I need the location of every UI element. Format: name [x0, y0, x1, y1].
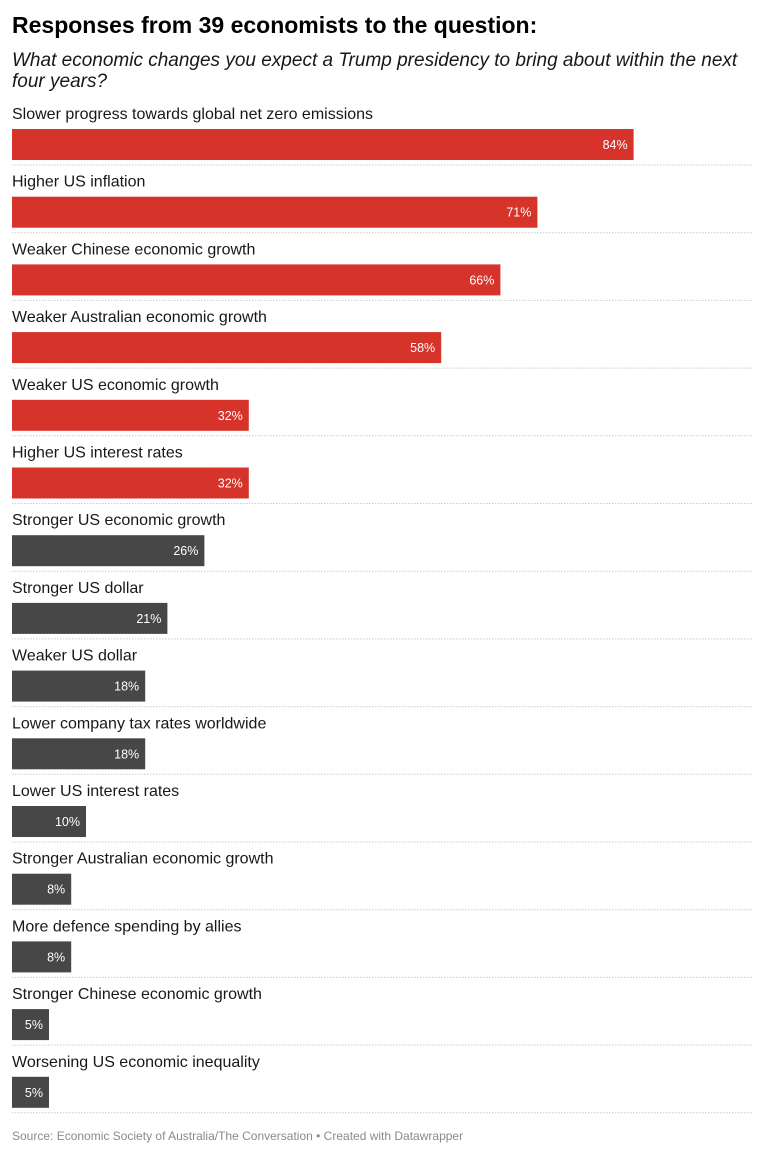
bar — [12, 1076, 49, 1108]
bar — [12, 602, 168, 634]
category-label: Weaker Chinese economic growth — [12, 241, 255, 258]
bar — [12, 738, 146, 770]
bar-row: Higher US inflation 71% — [12, 174, 752, 234]
bar-row: Stronger Chinese economic growth 5% — [12, 986, 752, 1046]
value-label: 32% — [218, 477, 243, 491]
bar — [12, 129, 634, 160]
category-label: More defence spending by allies — [12, 918, 241, 935]
value-label: 8% — [47, 883, 65, 897]
bar-row: Stronger Australian economic growth 8% — [12, 851, 752, 911]
bar-row: Weaker US economic growth 32% — [12, 377, 752, 437]
bar-chart: Slower progress towards global net zero … — [12, 106, 752, 1114]
value-label: 18% — [114, 680, 139, 694]
category-label: Weaker US economic growth — [12, 377, 219, 394]
chart-subtitle: What economic changes you expect a Trump… — [12, 50, 738, 92]
bar — [12, 873, 72, 905]
bar-row: More defence spending by allies 8% — [12, 918, 752, 978]
value-label: 5% — [25, 1086, 43, 1100]
bar — [12, 399, 249, 431]
category-label: Weaker Australian economic growth — [12, 309, 267, 326]
value-label: 18% — [114, 747, 139, 761]
category-label: Weaker US dollar — [12, 648, 138, 665]
category-label: Higher US interest rates — [12, 445, 183, 462]
value-label: 10% — [55, 815, 80, 829]
source-note: Source: Economic Society of Australia/Th… — [12, 1129, 464, 1143]
value-label: 58% — [410, 341, 435, 355]
category-label: Higher US inflation — [12, 174, 145, 191]
bar-row: Lower US interest rates 10% — [12, 783, 752, 843]
bar — [12, 467, 249, 499]
bar-row: Slower progress towards global net zero … — [12, 106, 752, 166]
value-label: 71% — [506, 206, 531, 220]
value-label: 84% — [603, 138, 628, 152]
bar — [12, 264, 501, 296]
category-label: Lower company tax rates worldwide — [12, 715, 266, 732]
bar — [12, 941, 72, 973]
value-label: 8% — [47, 950, 65, 964]
bar — [12, 535, 205, 567]
bar — [12, 670, 146, 702]
bar-row: Weaker Chinese economic growth 66% — [12, 241, 752, 301]
bar — [12, 1009, 49, 1041]
category-label: Stronger Australian economic growth — [12, 851, 273, 868]
chart-title: Responses from 39 economists to the ques… — [12, 12, 538, 38]
bar — [12, 806, 86, 837]
bar-row: Stronger US economic growth 26% — [12, 512, 752, 572]
bar-row: Weaker US dollar 18% — [12, 648, 752, 708]
bar-row: Stronger US dollar 21% — [12, 580, 752, 640]
category-label: Worsening US economic inequality — [12, 1054, 260, 1071]
bar-row: Weaker Australian economic growth 58% — [12, 309, 752, 369]
bar — [12, 332, 442, 364]
value-label: 26% — [173, 544, 198, 558]
value-label: 21% — [136, 612, 161, 626]
category-label: Stronger Chinese economic growth — [12, 986, 262, 1003]
value-label: 32% — [218, 409, 243, 423]
bar-row: Lower company tax rates worldwide 18% — [12, 715, 752, 775]
category-label: Slower progress towards global net zero … — [12, 106, 373, 123]
category-label: Lower US interest rates — [12, 783, 179, 800]
bar-row: Worsening US economic inequality 5% — [12, 1054, 752, 1114]
value-label: 66% — [469, 273, 494, 287]
category-label: Stronger US economic growth — [12, 512, 225, 529]
bar-row: Higher US interest rates 32% — [12, 445, 752, 504]
category-label: Stronger US dollar — [12, 580, 144, 597]
value-label: 5% — [25, 1018, 43, 1032]
bar — [12, 196, 538, 228]
